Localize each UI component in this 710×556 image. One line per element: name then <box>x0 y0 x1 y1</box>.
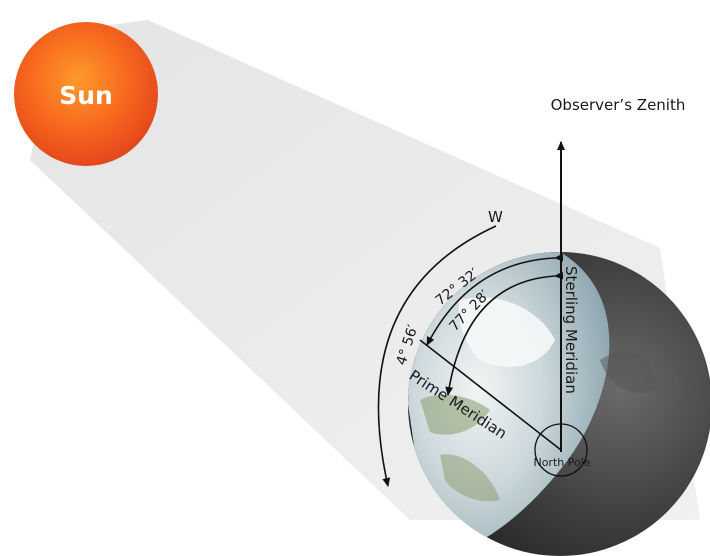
landmass <box>440 454 500 502</box>
sun-label: Sun <box>59 81 113 110</box>
west-label: W <box>488 208 503 226</box>
angle-arc-77 <box>445 271 564 396</box>
north-pole-circle <box>534 423 588 477</box>
sun: Sun <box>14 22 158 166</box>
sterling-meridian-label: Sterling Meridian <box>562 266 580 394</box>
zenith-label: Observer’s Zenith <box>551 96 686 114</box>
landmass <box>420 394 490 435</box>
landmass <box>600 351 656 393</box>
sun-disc <box>14 22 158 166</box>
west-arc <box>377 225 497 487</box>
north-pole-label: North Pole <box>533 456 590 469</box>
